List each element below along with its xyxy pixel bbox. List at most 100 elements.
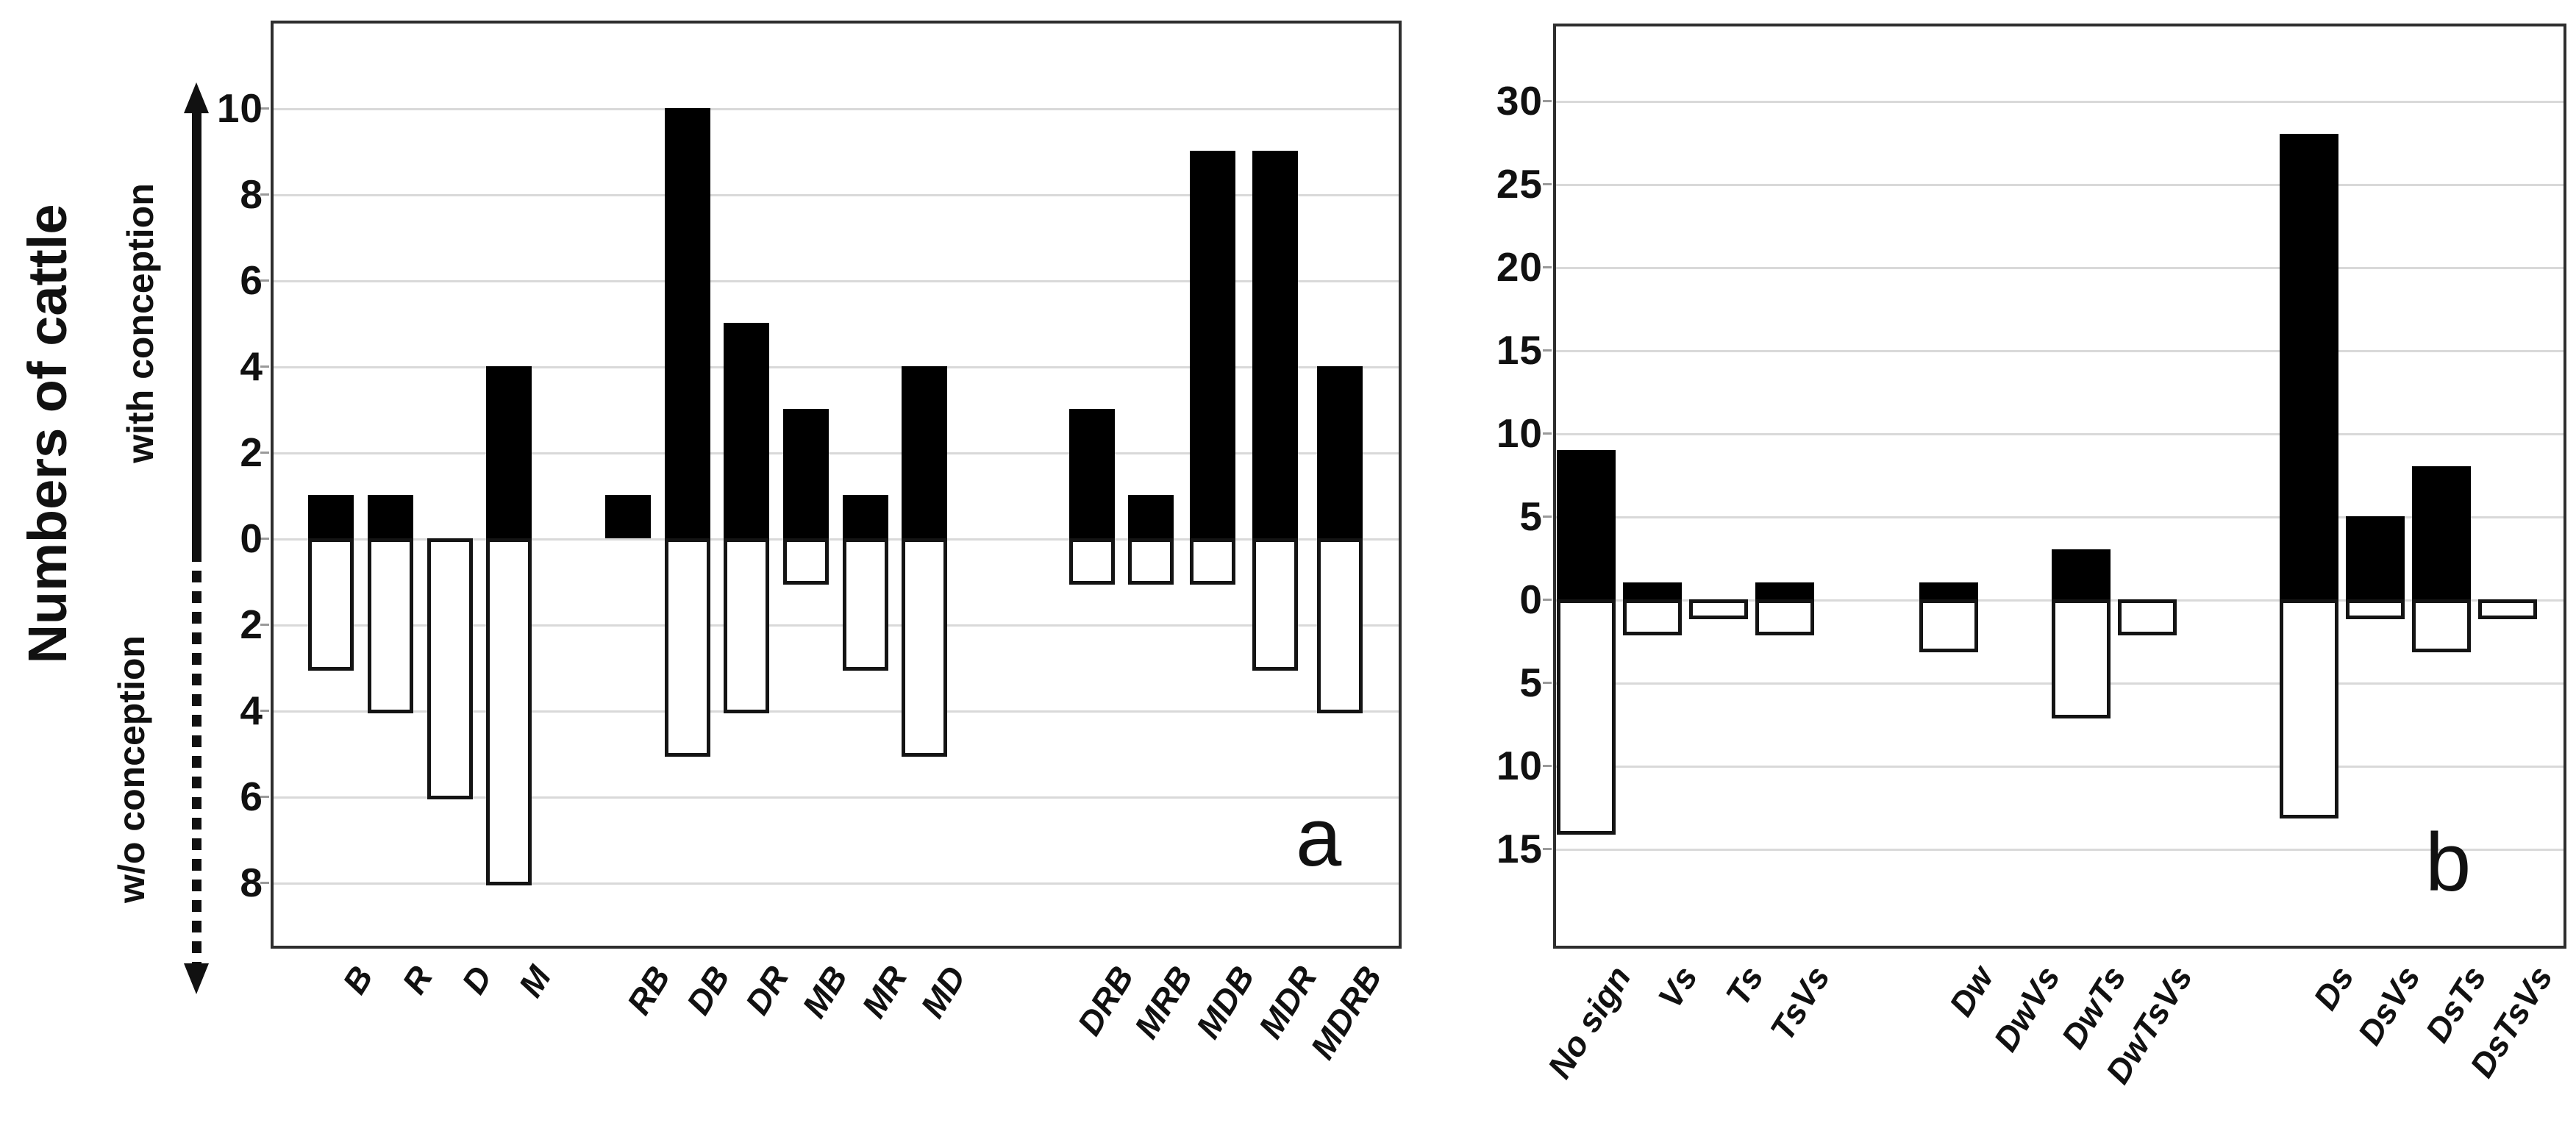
- bar-with-conception-R: [368, 495, 413, 538]
- bar-without-conception-R: [368, 538, 413, 713]
- x-tick-label-b: Ts: [1718, 959, 1771, 1013]
- bar-with-conception-DwTs: [2052, 549, 2111, 599]
- gridline: [1556, 849, 2563, 851]
- bar-without-conception-DsVs: [2346, 599, 2405, 619]
- bar-with-conception-DsVs: [2346, 516, 2405, 599]
- x-tick-label-a: MRB: [1127, 959, 1200, 1045]
- plot-area-a: a: [271, 21, 1402, 949]
- y-axis-tick: [1543, 183, 1552, 185]
- x-tick-label-b: Ds: [2305, 959, 2361, 1016]
- bar-without-conception-Ds: [2280, 599, 2338, 818]
- with-conception-label: with conception: [120, 183, 161, 463]
- bar-with-conception-MDRB: [1317, 366, 1363, 538]
- x-tick-label-a: MDB: [1188, 959, 1262, 1045]
- bar-with-conception-RB: [605, 495, 651, 538]
- gridline: [1556, 766, 2563, 768]
- gridline: [274, 624, 1399, 627]
- y-tick-label: 0: [1519, 577, 1543, 622]
- y-axis-tick: [1543, 848, 1552, 850]
- x-tick-label-b: TsVs: [1762, 959, 1837, 1047]
- x-tick-label-a: MR: [854, 959, 915, 1024]
- bar-without-conception-Dw: [1919, 599, 1978, 652]
- y-tick-label: 15: [1496, 826, 1543, 871]
- x-tick-label-a: B: [335, 959, 380, 1001]
- x-tick-label-a: R: [394, 959, 440, 1001]
- gridline: [274, 280, 1399, 282]
- x-tick-label-b: DsVs: [2350, 959, 2427, 1052]
- y-axis-tick: [260, 452, 269, 454]
- bar-without-conception-MDR: [1252, 538, 1298, 671]
- y-tick-label: 2: [240, 602, 263, 647]
- bar-with-conception-Vs: [1623, 582, 1682, 599]
- y-axis-tick: [1543, 516, 1552, 518]
- y-axis-tick: [1543, 599, 1552, 601]
- y-tick-label: 30: [1496, 78, 1543, 124]
- gridline: [274, 366, 1399, 368]
- bar-with-conception-DRB: [1069, 409, 1115, 538]
- bar-without-conception-DwTs: [2052, 599, 2111, 718]
- bar-without-conception-DwTsVs: [2118, 599, 2177, 635]
- bar-without-conception-M: [486, 538, 532, 885]
- gridline: [274, 538, 1399, 541]
- y-tick-label: 20: [1496, 244, 1543, 290]
- y-axis-tick: [1543, 349, 1552, 352]
- bar-without-conception-MDB: [1190, 538, 1235, 585]
- y-axis-tick: [260, 882, 269, 884]
- bar-without-conception-DR: [724, 538, 769, 713]
- x-tick-label-a: RB: [618, 959, 677, 1021]
- arrow-solid-shaft: [192, 109, 201, 550]
- y-axis-tick: [260, 193, 269, 196]
- bar-without-conception-DB: [665, 538, 710, 757]
- y-axis-title: Numbers of cattle: [17, 204, 78, 664]
- bar-with-conception-Dw: [1919, 582, 1978, 599]
- x-tick-label-b: DwVs: [1985, 959, 2067, 1058]
- x-tick-label-a: D: [454, 959, 499, 1001]
- arrow-dashed-shaft: [192, 550, 201, 963]
- bar-without-conception-MB: [783, 538, 829, 585]
- y-axis-tick: [1543, 100, 1552, 102]
- y-tick-label: 4: [240, 688, 263, 733]
- bar-with-conception-M: [486, 366, 532, 538]
- bar-with-conception-MRB: [1128, 495, 1174, 538]
- y-axis-tick: [260, 710, 269, 712]
- gridline: [1556, 267, 2563, 269]
- y-tick-label: 2: [240, 429, 263, 475]
- bar-with-conception-MDB: [1190, 151, 1235, 538]
- bar-with-conception-Ds: [2280, 134, 2338, 599]
- y-tick-label: 0: [240, 516, 263, 561]
- gridline: [274, 882, 1399, 885]
- x-tick-label-a: MD: [913, 959, 974, 1024]
- y-axis-tick: [1543, 432, 1552, 435]
- gridline: [274, 108, 1399, 110]
- y-axis-tick: [260, 279, 269, 282]
- bar-without-conception-MD: [902, 538, 947, 757]
- x-tick-label-b: Vs: [1650, 959, 1705, 1015]
- gridline: [274, 452, 1399, 454]
- y-tick-label: 15: [1496, 327, 1543, 373]
- plot-area-b: b: [1553, 24, 2566, 949]
- bar-without-conception-DRB: [1069, 538, 1115, 585]
- y-axis-tick: [260, 538, 269, 540]
- y-tick-label: 8: [240, 171, 263, 217]
- direction-arrow: [184, 82, 209, 994]
- bar-without-conception-TsVs: [1755, 599, 1814, 635]
- gridline: [274, 710, 1399, 713]
- x-tick-label-b: Dw: [1941, 959, 2001, 1023]
- y-axis-tick: [1543, 682, 1552, 684]
- y-tick-label: 5: [1519, 493, 1543, 539]
- bar-without-conception-MDRB: [1317, 538, 1363, 713]
- bar-without-conception-DsTs: [2412, 599, 2471, 652]
- bar-with-conception-No sign: [1557, 450, 1616, 599]
- bar-without-conception-DsTsVs: [2478, 599, 2537, 619]
- bar-with-conception-TsVs: [1755, 582, 1814, 599]
- y-tick-label: 10: [1496, 743, 1543, 788]
- wo-conception-label: w/o conception: [111, 635, 152, 903]
- x-tick-label-a: DR: [737, 959, 796, 1021]
- bar-with-conception-MB: [783, 409, 829, 538]
- bar-with-conception-DR: [724, 323, 769, 538]
- gridline: [1556, 433, 2563, 435]
- bar-without-conception-No sign: [1557, 599, 1616, 835]
- bar-with-conception-MR: [843, 495, 888, 538]
- arrow-up-icon: [184, 82, 209, 113]
